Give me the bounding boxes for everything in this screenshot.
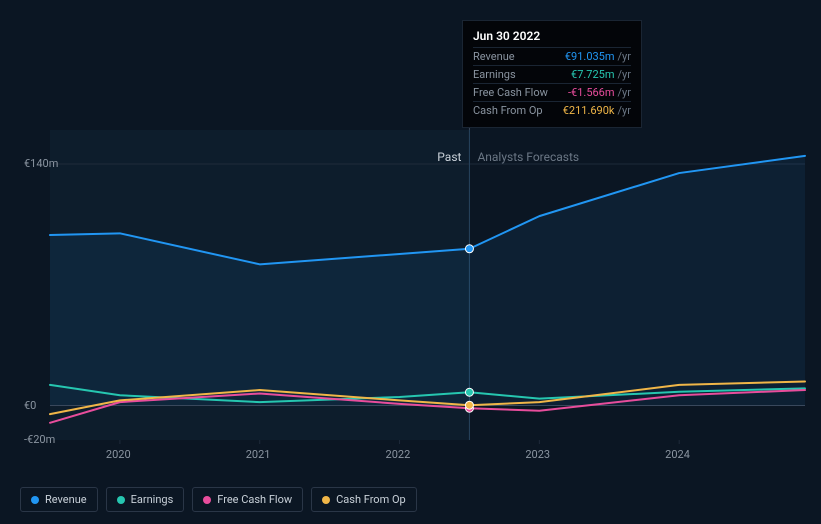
chart-tooltip: Jun 30 2022 Revenue€91.035m/yrEarnings€7… bbox=[462, 20, 642, 128]
legend-item-fcf[interactable]: Free Cash Flow bbox=[192, 487, 303, 512]
tooltip-row-label: Free Cash Flow bbox=[473, 84, 556, 102]
financials-chart: -€20m €0 €140m 2020 2021 2022 2023 2024 Past A… bbox=[0, 0, 821, 524]
x-tick-label: 2020 bbox=[106, 448, 131, 461]
y-tick-label: -€20m bbox=[24, 433, 55, 446]
legend-item-label: Cash From Op bbox=[336, 493, 406, 506]
tooltip-row-value: -€1.566m/yr bbox=[556, 84, 631, 102]
legend-item-cfo[interactable]: Cash From Op bbox=[311, 487, 417, 512]
legend-item-label: Revenue bbox=[45, 493, 87, 506]
tooltip-row: Cash From Op€211.690k/yr bbox=[473, 102, 631, 120]
chart-legend: Revenue Earnings Free Cash Flow Cash From O… bbox=[20, 487, 417, 512]
tooltip-row-label: Earnings bbox=[473, 66, 556, 84]
past-region-label: Past bbox=[409, 150, 461, 164]
legend-item-revenue[interactable]: Revenue bbox=[20, 487, 98, 512]
tooltip-row: Earnings€7.725m/yr bbox=[473, 66, 631, 84]
legend-dot-icon bbox=[117, 496, 125, 504]
tooltip-date: Jun 30 2022 bbox=[473, 29, 631, 43]
tooltip-row-value: €211.690k/yr bbox=[556, 102, 631, 120]
x-tick-label: 2024 bbox=[665, 448, 690, 461]
tooltip-row-label: Cash From Op bbox=[473, 102, 556, 120]
tooltip-row-value: €7.725m/yr bbox=[556, 66, 631, 84]
tooltip-row-value: €91.035m/yr bbox=[556, 48, 631, 66]
legend-dot-icon bbox=[31, 496, 39, 504]
y-tick-label: €140m bbox=[24, 157, 58, 170]
x-tick-label: 2022 bbox=[386, 448, 411, 461]
tooltip-row: Free Cash Flow-€1.566m/yr bbox=[473, 84, 631, 102]
legend-item-earnings[interactable]: Earnings bbox=[106, 487, 185, 512]
x-tick-label: 2021 bbox=[246, 448, 271, 461]
tooltip-row-label: Revenue bbox=[473, 48, 556, 66]
x-tick-label: 2023 bbox=[525, 448, 550, 461]
chart-canvas bbox=[0, 0, 821, 524]
legend-item-label: Free Cash Flow bbox=[217, 493, 292, 506]
forecast-region-label: Analysts Forecasts bbox=[477, 150, 579, 164]
tooltip-row: Revenue€91.035m/yr bbox=[473, 48, 631, 66]
legend-dot-icon bbox=[322, 496, 330, 504]
legend-item-label: Earnings bbox=[131, 493, 174, 506]
legend-dot-icon bbox=[203, 496, 211, 504]
y-tick-label: €0 bbox=[24, 399, 36, 412]
